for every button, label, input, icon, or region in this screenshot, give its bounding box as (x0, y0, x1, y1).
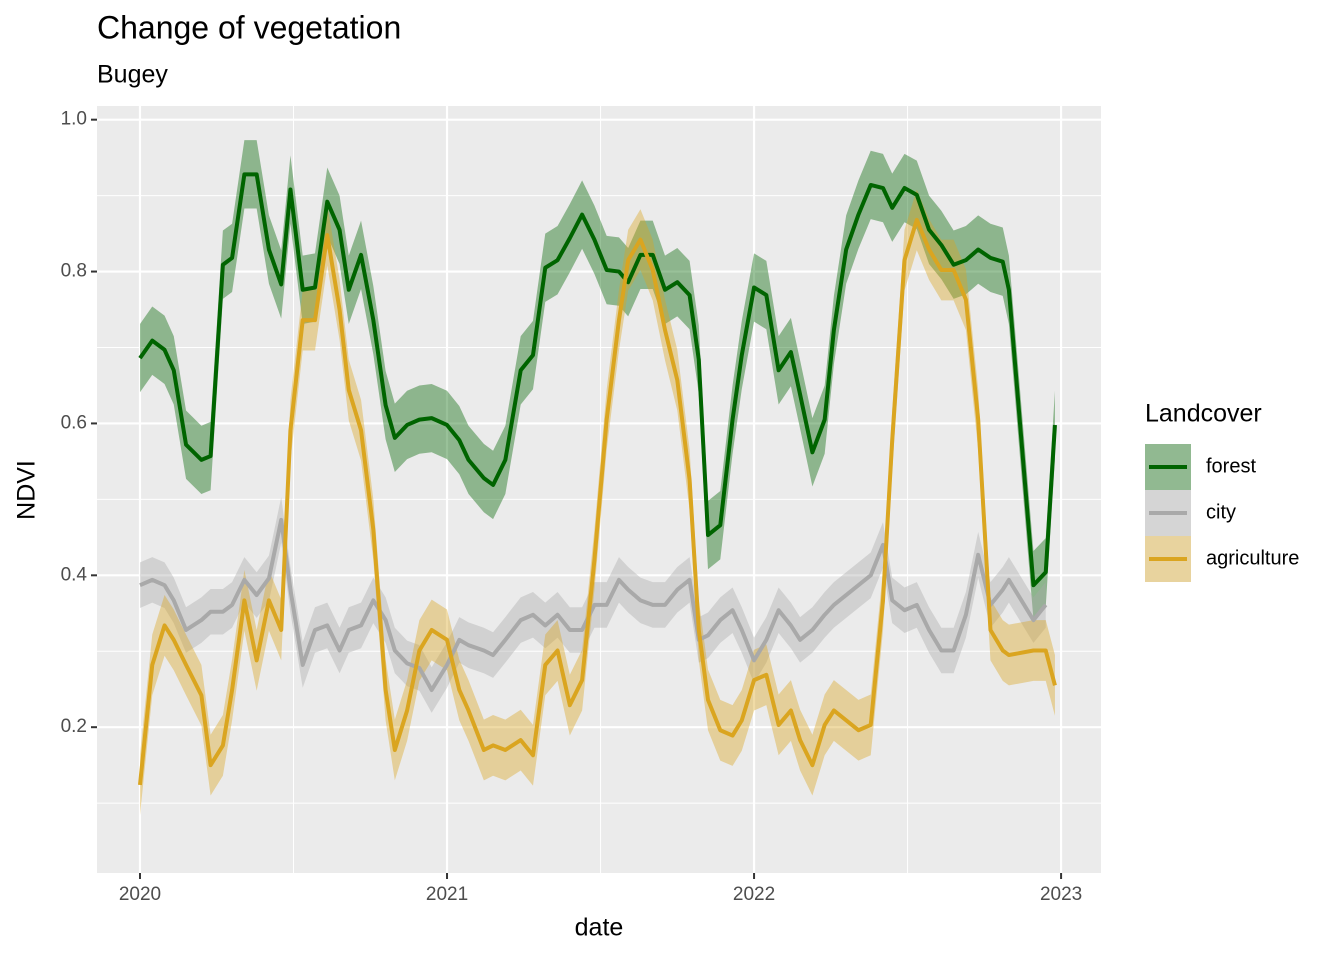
x-tick-label: 2020 (119, 884, 161, 905)
legend-title: Landcover (1145, 400, 1262, 428)
x-axis-label: date (575, 914, 624, 942)
x-tick-label: 2021 (426, 884, 468, 905)
y-tick-label: 0.6 (61, 412, 87, 433)
y-tick-label: 1.0 (61, 109, 87, 130)
confidence-ribbon (139, 140, 1055, 620)
y-tick-label: 0.2 (61, 716, 87, 737)
legend-label: forest (1206, 455, 1256, 477)
y-axis-label: NDVI (13, 460, 41, 520)
legend-label: agriculture (1206, 547, 1299, 569)
chart-subtitle: Bugey (97, 61, 168, 89)
x-tick-label: 2022 (733, 884, 775, 905)
legend-label: city (1206, 501, 1236, 523)
series-line (137, 217, 1057, 786)
series-line (138, 172, 1057, 588)
x-tick-label: 2023 (1040, 884, 1082, 905)
chart-title: Change of vegetation (97, 9, 401, 45)
y-tick-label: 0.8 (61, 261, 87, 282)
y-tick-label: 0.4 (61, 564, 88, 585)
